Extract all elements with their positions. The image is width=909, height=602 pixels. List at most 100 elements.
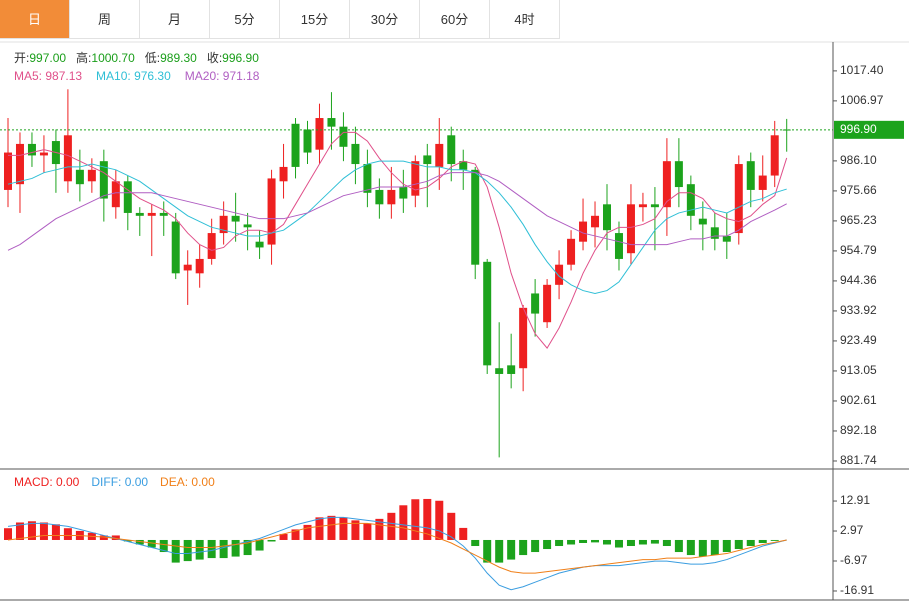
ma-line bbox=[8, 131, 788, 349]
macd-bar bbox=[758, 539, 767, 543]
macd-bar bbox=[471, 539, 480, 547]
period-tab[interactable]: 日 bbox=[0, 0, 70, 39]
period-tab[interactable]: 月 bbox=[140, 0, 210, 39]
legend-entry: MA20: 971.18 bbox=[185, 69, 260, 83]
candle-body bbox=[758, 175, 767, 190]
candle-body bbox=[591, 215, 600, 228]
candle-body bbox=[87, 169, 96, 182]
legend-entry: MA10: 976.30 bbox=[96, 69, 171, 83]
candle-body bbox=[99, 161, 108, 199]
macd-bar bbox=[351, 520, 360, 540]
y-tick-label: 1006.97 bbox=[840, 93, 884, 107]
candle-body bbox=[375, 189, 384, 205]
macd-bar bbox=[15, 522, 24, 540]
candle-body bbox=[75, 169, 84, 185]
macd-bar bbox=[662, 539, 671, 547]
macd-bar bbox=[591, 539, 600, 543]
macd-bar bbox=[207, 539, 216, 559]
candle-body bbox=[782, 129, 791, 131]
y-tick-label: 2.97 bbox=[840, 523, 864, 537]
candle-body bbox=[207, 233, 216, 259]
candle-body bbox=[159, 212, 168, 216]
legend-entry: DEA: 0.00 bbox=[160, 475, 215, 489]
period-tab[interactable]: 30分 bbox=[350, 0, 420, 39]
macd-bar bbox=[171, 539, 180, 563]
macd-bar bbox=[267, 539, 276, 542]
period-tab[interactable]: 60分 bbox=[420, 0, 490, 39]
macd-bar bbox=[303, 524, 312, 540]
macd-bar bbox=[507, 539, 516, 560]
period-tab[interactable]: 5分 bbox=[210, 0, 280, 39]
y-tick-label: 913.05 bbox=[840, 363, 877, 377]
macd-bar bbox=[315, 517, 324, 540]
candle-body bbox=[195, 258, 204, 274]
candle-body bbox=[579, 221, 588, 242]
macd-bar bbox=[111, 535, 120, 540]
candle-body bbox=[495, 368, 504, 374]
info-label: 低: bbox=[145, 51, 160, 65]
period-tab[interactable]: 周 bbox=[70, 0, 140, 39]
ma-line bbox=[7, 172, 787, 251]
last-price-label: 996.90 bbox=[840, 122, 877, 136]
candle-body bbox=[279, 166, 288, 182]
info-label: 收: bbox=[207, 51, 222, 65]
macd-bar bbox=[27, 521, 36, 540]
macd-bar bbox=[483, 539, 492, 563]
period-tabs: 日周月 5分 15分 30分 60分 4时 bbox=[0, 0, 560, 40]
candle-body bbox=[15, 143, 24, 185]
legend-entry: MACD: 0.00 bbox=[14, 475, 80, 489]
macd-bar bbox=[447, 512, 456, 540]
candle-body bbox=[171, 221, 180, 274]
candle-body bbox=[471, 169, 480, 265]
candle-body bbox=[123, 181, 132, 213]
macd-bar bbox=[650, 539, 659, 544]
candle-body bbox=[459, 161, 468, 170]
period-tab[interactable]: 15分 bbox=[280, 0, 350, 39]
macd-bar bbox=[183, 539, 192, 562]
candle-body bbox=[543, 284, 552, 323]
macd-bar bbox=[195, 539, 204, 560]
candle-body bbox=[531, 293, 540, 314]
candle-body bbox=[698, 218, 707, 225]
ma-line bbox=[7, 160, 787, 294]
candle-body bbox=[399, 187, 408, 199]
candle-body bbox=[291, 123, 300, 167]
macd-bar bbox=[770, 539, 779, 541]
candle-body bbox=[339, 126, 348, 147]
candle-body bbox=[519, 307, 528, 369]
macd-bar bbox=[746, 539, 755, 547]
candle-body bbox=[111, 181, 120, 208]
info-label: 高: bbox=[76, 50, 91, 65]
candle-body bbox=[231, 215, 240, 222]
y-tick-label: 12.91 bbox=[840, 493, 870, 507]
macd-bar bbox=[99, 535, 108, 540]
period-tab[interactable]: 4时 bbox=[490, 0, 560, 39]
candle-body bbox=[710, 227, 719, 239]
info-value: 997.00 bbox=[29, 51, 66, 65]
candle-body bbox=[603, 204, 611, 231]
macd-bar bbox=[543, 539, 552, 550]
macd-bar bbox=[291, 529, 300, 540]
macd-bar bbox=[459, 527, 468, 540]
info-value: 996.90 bbox=[222, 51, 259, 65]
candle-body bbox=[255, 241, 264, 248]
legend-entry: DIFF: 0.00 bbox=[91, 475, 148, 489]
macd-bar bbox=[135, 539, 144, 545]
candle-body bbox=[650, 204, 659, 208]
candle-body bbox=[638, 204, 647, 208]
info-value: 1000.70 bbox=[91, 51, 135, 65]
macd-bar bbox=[231, 539, 240, 557]
macd-bar bbox=[4, 528, 12, 540]
macd-bar bbox=[567, 539, 576, 545]
macd-bar bbox=[495, 539, 504, 563]
macd-line bbox=[7, 516, 787, 591]
macd-bar bbox=[159, 539, 168, 553]
candle-body bbox=[63, 135, 72, 182]
candle-body bbox=[27, 143, 36, 156]
candle-body bbox=[327, 118, 336, 127]
last-price-box bbox=[834, 120, 904, 139]
macd-bar bbox=[531, 539, 540, 553]
legend-entry: MA5: 987.13 bbox=[14, 69, 82, 83]
candle-body bbox=[315, 118, 324, 150]
